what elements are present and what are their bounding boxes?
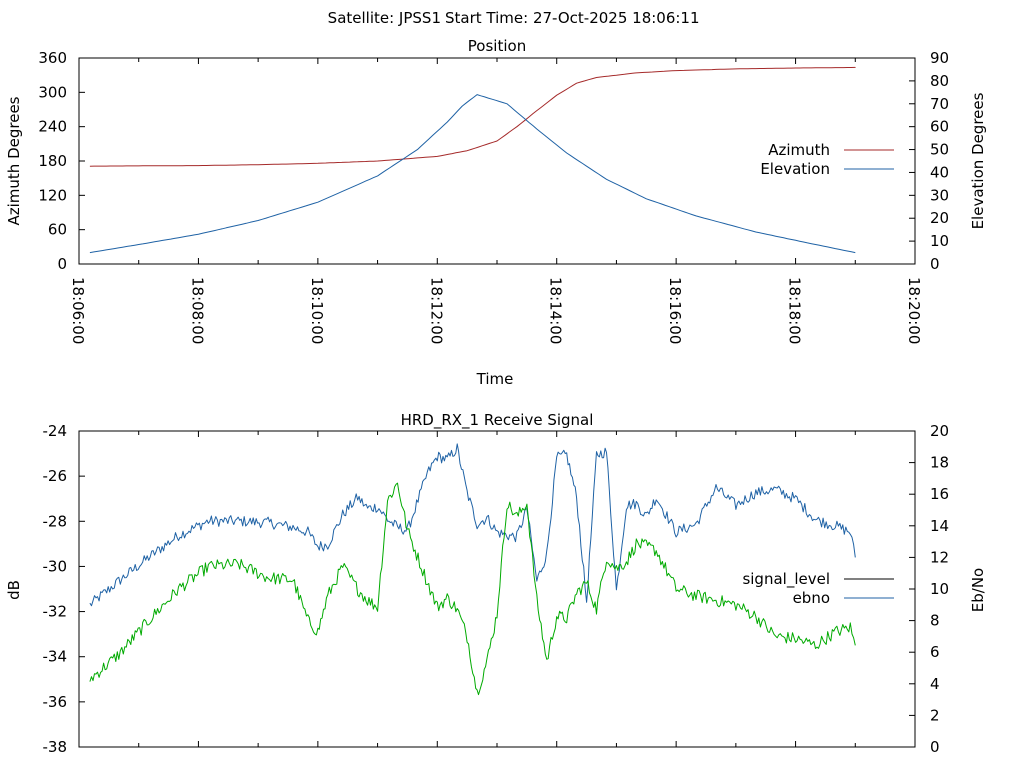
satellite-label: Satellite: JPSS1 <box>328 9 441 27</box>
position-y-axis-label: Azimuth Degrees <box>5 96 23 225</box>
receive-y2-tick-label: 12 <box>930 548 949 566</box>
position-y-tick-label: 120 <box>38 186 67 204</box>
receive-y-tick-label: -32 <box>43 603 68 621</box>
position-y2-tick-label: 90 <box>930 49 949 67</box>
position-legend-label: Elevation <box>760 160 830 178</box>
receive-y2-tick-label: 0 <box>930 738 940 756</box>
receive-y-tick-label: -34 <box>43 648 68 666</box>
receive-series-ebno <box>89 443 856 607</box>
position-chart: Position Time Azimuth Degrees Elevation … <box>5 37 987 388</box>
receive-y2-tick-label: 16 <box>930 485 949 503</box>
receive-y2-tick-label: 20 <box>930 422 949 440</box>
position-x-tick-label: 18:20:00 <box>905 277 923 344</box>
receive-y-tick-label: -38 <box>43 738 68 756</box>
position-y2-tick-label: 0 <box>930 255 940 273</box>
position-y-tick-label: 300 <box>38 83 67 101</box>
receive-y2-tick-label: 14 <box>930 517 949 535</box>
position-series-elevation <box>89 94 856 254</box>
start-time-label: Start Time: 27-Oct-2025 18:06:11 <box>445 9 700 27</box>
position-y2-tick-label: 60 <box>930 118 949 136</box>
receive-y-axis-label: dB <box>5 580 23 600</box>
receive-plot-frame <box>78 430 916 748</box>
position-x-tick-label: 18:06:00 <box>69 277 87 344</box>
position-y2-tick-label: 20 <box>930 209 949 227</box>
receive-y2-tick-label: 10 <box>930 580 949 598</box>
position-y2-tick-label: 40 <box>930 163 949 181</box>
receive-y-tick-label: -24 <box>43 422 68 440</box>
position-legend-label: Azimuth <box>768 141 830 159</box>
receive-y2-tick-label: 2 <box>930 706 940 724</box>
receive-y-tick-label: -36 <box>43 693 68 711</box>
position-x-tick-label: 18:14:00 <box>547 277 565 344</box>
position-x-tick-label: 18:12:00 <box>427 277 445 344</box>
receive-legend-label: signal_level <box>742 570 830 589</box>
position-x-tick-label: 18:16:00 <box>666 277 684 344</box>
receive-y2-tick-label: 4 <box>930 675 940 693</box>
receive-signal-chart: HRD_RX_1 Receive Signal dB Eb/No -38 -36 -… <box>5 411 987 756</box>
position-y-tick-label: 0 <box>57 255 67 273</box>
receive-y2-tick-label: 8 <box>930 612 940 630</box>
position-chart-title: Position <box>468 37 526 55</box>
receive-chart-title: HRD_RX_1 Receive Signal <box>401 411 594 430</box>
receive-y-tick-label: -26 <box>43 467 68 485</box>
position-y2-tick-label: 30 <box>930 186 949 204</box>
receive-y2-tick-label: 18 <box>930 454 949 472</box>
position-x-tick-label: 18:08:00 <box>188 277 206 344</box>
receive-y-tick-label: -28 <box>43 512 68 530</box>
position-y-tick-label: 360 <box>38 49 67 67</box>
position-x-axis-label: Time <box>476 370 514 388</box>
position-y-tick-label: 180 <box>38 152 67 170</box>
receive-y2-tick-label: 6 <box>930 643 940 661</box>
receive-series-signal-trace <box>89 482 856 696</box>
position-series-azimuth <box>89 66 856 167</box>
position-y2-tick-label: 50 <box>930 141 949 159</box>
position-y-tick-label: 60 <box>48 221 67 239</box>
position-plot-frame <box>78 57 916 265</box>
receive-y2-axis-label: Eb/No <box>969 568 987 612</box>
receive-y-tick-label: -30 <box>43 557 68 575</box>
position-y-tick-label: 240 <box>38 118 67 136</box>
position-x-tick-label: 18:10:00 <box>308 277 326 344</box>
receive-legend-label: ebno <box>793 589 830 607</box>
position-y2-axis-label: Elevation Degrees <box>969 92 987 229</box>
position-y2-tick-label: 80 <box>930 72 949 90</box>
position-x-tick-label: 18:18:00 <box>786 277 804 344</box>
position-y2-tick-label: 70 <box>930 95 949 113</box>
position-y2-tick-label: 10 <box>930 232 949 250</box>
